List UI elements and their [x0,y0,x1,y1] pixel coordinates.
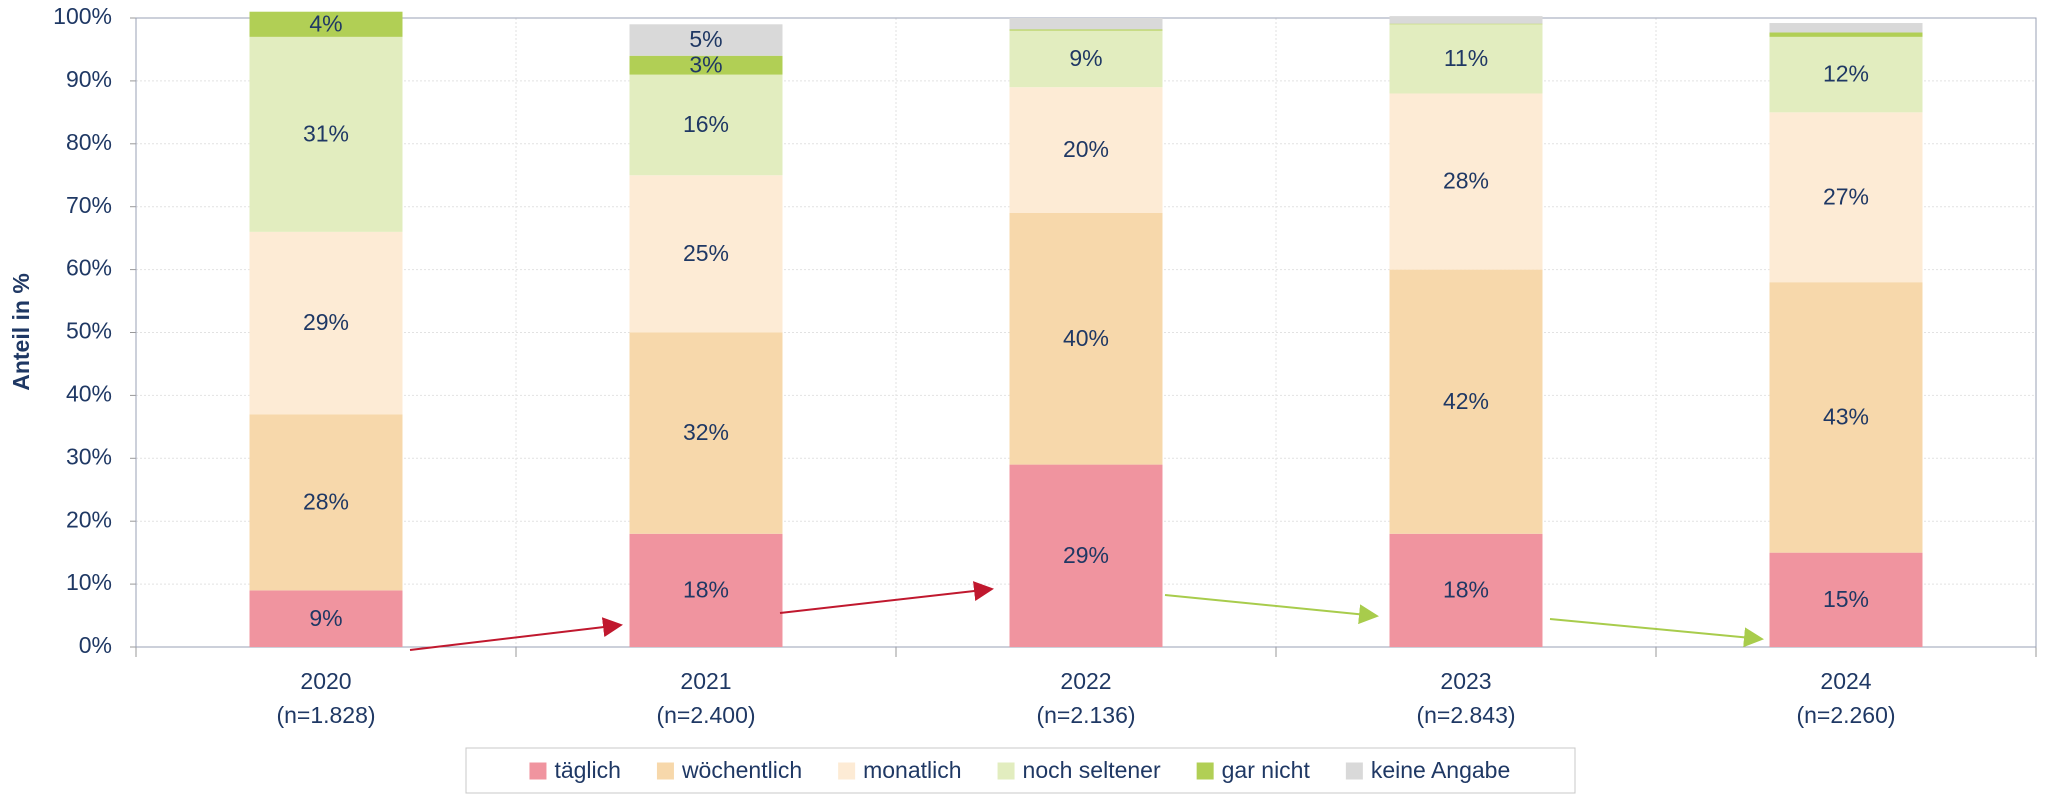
bar-segment [629,332,783,534]
x-tick-label: 2023 [1440,668,1491,694]
bar-segment [629,533,783,647]
data-label: 9% [1069,45,1102,71]
bar-segment [249,36,403,232]
bar-segment [1389,93,1543,270]
bar-segment [1389,16,1543,24]
bar-segment [629,74,783,176]
y-tick-label: 90% [66,66,112,92]
bar-segment [1769,282,1923,553]
y-tick-label: 60% [66,255,112,281]
x-tick-label: 2020 [300,668,351,694]
legend-swatch [529,762,547,780]
bar-segment [1009,464,1163,647]
legend-label: gar nicht [1222,757,1311,783]
x-tick-label: 2021 [680,668,731,694]
x-tick-label: 2022 [1060,668,1111,694]
bar-segment [1389,533,1543,647]
bar-segment [1389,24,1543,94]
y-tick-label: 10% [66,569,112,595]
bar-segment [249,414,403,591]
legend-box [465,747,1576,794]
data-label: 32% [683,419,729,445]
trend-arrow [1549,618,1764,648]
trend-arrow [409,617,623,651]
bar-segment [1009,30,1163,88]
y-tick-label: 50% [66,318,112,344]
bar-segment [249,590,403,647]
x-tick-label: 2024 [1820,668,1871,694]
legend-label: täglich [554,757,620,783]
bar-segment [1009,87,1163,213]
x-tick-note: (n=2.843) [1416,702,1515,728]
x-tick-note: (n=2.260) [1796,702,1895,728]
legend-label: keine Angabe [1371,757,1510,783]
bar-segment [1009,29,1163,31]
data-label: 40% [1063,325,1109,351]
data-label: 28% [303,488,349,514]
legend-label: wöchentlich [681,757,802,783]
data-label: 29% [1063,542,1109,568]
bar-segment [1769,552,1923,647]
trend-arrows [409,581,1764,651]
data-label: 4% [309,10,342,36]
data-label: 31% [303,120,349,146]
y-tick-label: 30% [66,443,112,469]
y-tick-label: 80% [66,129,112,155]
y-tick-label: 0% [79,632,112,658]
bar-segment [629,24,783,56]
x-tick-note: (n=2.136) [1036,702,1135,728]
bar-segment [1769,36,1923,113]
data-label: 5% [689,26,722,52]
legend-swatch [997,762,1015,780]
data-label: 18% [683,576,729,602]
data-label: 25% [683,240,729,266]
bar-segment [1389,23,1543,25]
bar-segment [1769,112,1923,283]
x-tick-note: (n=2.400) [656,702,755,728]
data-label: 15% [1823,586,1869,612]
legend-swatch [656,762,674,780]
bar-segment [249,11,403,37]
plot: 0% 10% 20% 30% 40% 50% 60% 70% 80% 90% 100% 9% 28% 29… [53,3,2037,728]
data-label: 18% [1443,576,1489,602]
data-label: 20% [1063,136,1109,162]
bar-segment [1769,32,1923,37]
bar-segment [249,231,403,415]
data-label: 12% [1823,61,1869,87]
legend-label: noch seltener [1023,757,1161,783]
y-tick-label: 100% [53,3,112,29]
data-label: 42% [1443,388,1489,414]
data-label: 28% [1443,168,1489,194]
legend-swatch [1345,762,1363,780]
trend-arrow [1164,594,1379,625]
trend-arrow [779,581,994,614]
bar-segment [629,55,783,75]
bar-segment [1009,212,1163,465]
data-label: 43% [1823,403,1869,429]
y-tick-label: 20% [66,506,112,532]
bar-segment [629,175,783,333]
data-label: 16% [683,111,729,137]
data-label: 27% [1823,183,1869,209]
legend-swatch [838,762,856,780]
data-label: 9% [309,605,342,631]
y-tick-label: 40% [66,380,112,406]
bar-segment [1769,23,1923,33]
legend-swatch [1196,762,1214,780]
bar-segment [1389,269,1543,534]
data-label: 11% [1444,45,1488,71]
data-label: 29% [303,309,349,335]
legend-label: monatlich [863,757,961,783]
x-tick-note: (n=1.828) [276,702,375,728]
bar-segment [1009,18,1163,30]
y-tick-label: 70% [66,192,112,218]
y-axis-label: Anteil in % [8,273,34,391]
